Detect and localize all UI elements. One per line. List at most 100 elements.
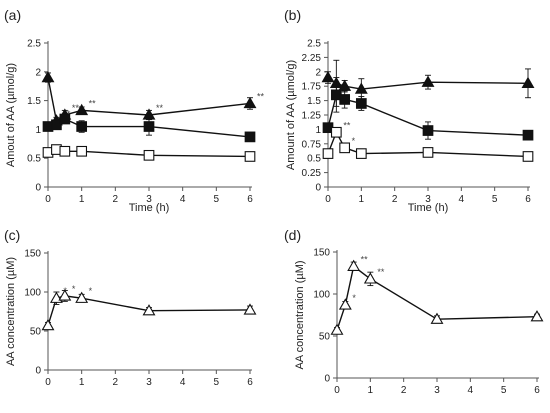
x-tick-label: 0 (334, 385, 340, 396)
x-tick-label: 2 (392, 194, 398, 205)
x-tick-label: 1 (79, 194, 85, 205)
data-series (42, 113, 256, 143)
x-tick-label: 3 (146, 377, 152, 388)
significance-marker: * (352, 136, 356, 146)
chart-panel: (d) 0 50 100 150 0 1 2 3 4 5 6 AA concentration (µM)… (284, 227, 544, 396)
x-tick-label: 6 (525, 194, 531, 205)
y-tick-label: 1.5 (307, 96, 321, 107)
data-point-triangle (75, 291, 89, 303)
data-point-square (76, 145, 88, 157)
series-line (327, 93, 529, 136)
y-tick-label: 50 (30, 327, 42, 338)
data-point-square (59, 145, 71, 157)
data-point-square (143, 121, 155, 132)
data-point-triangle (41, 70, 55, 83)
y-tick-label: 0 (315, 183, 321, 194)
x-tick-label: 4 (459, 194, 465, 205)
x-tick-label: 2 (113, 377, 119, 388)
y-tick-label: 0 (35, 366, 41, 377)
data-point-triangle (338, 298, 352, 310)
data-point-square (143, 149, 155, 161)
data-point-triangle (363, 272, 377, 284)
x-tick-label: 2 (401, 385, 407, 396)
y-axis-title: AA concentration (µM) (5, 257, 17, 366)
data-point-triangle (321, 70, 335, 83)
data-point-triangle (338, 79, 352, 91)
data-point-triangle (142, 304, 156, 316)
y-tick-label: 0.75 (302, 139, 322, 150)
x-tick-label: 6 (247, 194, 253, 205)
y-tick-label: 1.25 (302, 111, 322, 122)
y-tick-label: 100 (313, 290, 330, 301)
x-tick-label: 1 (79, 377, 85, 388)
x-tick-label: 5 (214, 377, 220, 388)
significance-marker: * (72, 284, 76, 294)
data-series: ***** (330, 254, 544, 335)
y-axis-title: Amount of AA (µmol/g) (285, 60, 297, 170)
x-tick-label: 0 (325, 194, 331, 205)
x-tick-label: 2 (113, 194, 119, 205)
data-point-square (422, 147, 434, 158)
data-point-square (422, 125, 434, 136)
panel-label: (a) (4, 7, 21, 23)
data-series: ********** (41, 70, 265, 126)
x-tick-label: 0 (45, 194, 51, 205)
chart-panel: (b) 0 0.25 0.5 0.75 1 1.25 1.5 1.75 2 2.25 2.5 0 1 2 3 4… (284, 7, 535, 214)
data-point-triangle (421, 75, 435, 87)
x-tick-label: 5 (214, 194, 220, 205)
y-tick-label: 0.25 (302, 168, 322, 179)
x-tick-label: 1 (368, 385, 374, 396)
y-tick-label: 150 (313, 248, 330, 259)
x-tick-label: 6 (247, 377, 253, 388)
y-tick-label: 1 (315, 125, 321, 136)
y-tick-label: 1.75 (302, 82, 322, 93)
x-tick-label: 6 (534, 385, 540, 396)
y-tick-label: 150 (24, 249, 41, 260)
y-tick-label: 1.5 (27, 96, 41, 107)
chart-panel: (a) 0 0.5 1 1.5 2 2.5 0 1 2 3 4 5 6 Amout of AA (µmol/… (4, 7, 265, 214)
data-point-triangle (521, 76, 535, 88)
data-point-square (339, 142, 351, 154)
x-tick-label: 0 (45, 377, 51, 388)
data-point-square (339, 94, 351, 105)
chart-panel: (c) 0 50 100 150 0 1 2 3 4 5 6 AA concentration (µM)… (4, 227, 257, 388)
data-point-square (522, 151, 534, 162)
y-tick-label: 2.5 (27, 39, 41, 50)
x-tick-label: 3 (425, 194, 431, 205)
data-point-triangle (347, 259, 361, 271)
y-tick-label: 100 (24, 288, 41, 299)
data-series: *** (322, 120, 534, 162)
y-tick-label: 2 (315, 67, 321, 78)
x-tick-label: 4 (180, 194, 186, 205)
data-series (42, 144, 256, 162)
panel-label: (b) (284, 7, 301, 23)
data-point-triangle (330, 323, 344, 335)
x-tick-label: 5 (492, 194, 498, 205)
panel-label: (d) (284, 227, 301, 243)
series-line (47, 77, 251, 122)
data-point-triangle (354, 82, 368, 94)
data-point-square (355, 98, 367, 109)
significance-marker: ** (377, 267, 385, 277)
y-tick-label: 1 (35, 125, 41, 136)
y-axis-title: Amout of AA (µmol/g) (5, 63, 17, 167)
significance-marker: * (352, 293, 356, 303)
data-point-square (244, 131, 256, 143)
significance-marker: ** (89, 98, 97, 108)
data-point-square (59, 113, 71, 125)
data-point-triangle (75, 103, 89, 116)
significance-marker: ** (257, 91, 265, 101)
data-point-triangle (243, 96, 257, 109)
significance-marker: ** (343, 120, 351, 130)
data-point-square (522, 129, 534, 141)
x-tick-label: 3 (434, 385, 440, 396)
data-point-square (76, 121, 88, 132)
x-tick-label: 4 (180, 377, 186, 388)
data-point-triangle (58, 289, 72, 301)
data-point-square (322, 148, 334, 159)
y-tick-label: 2.5 (307, 39, 321, 50)
y-tick-label: 50 (319, 332, 331, 343)
y-tick-label: 2.25 (302, 53, 322, 64)
significance-marker: ** (72, 103, 80, 113)
